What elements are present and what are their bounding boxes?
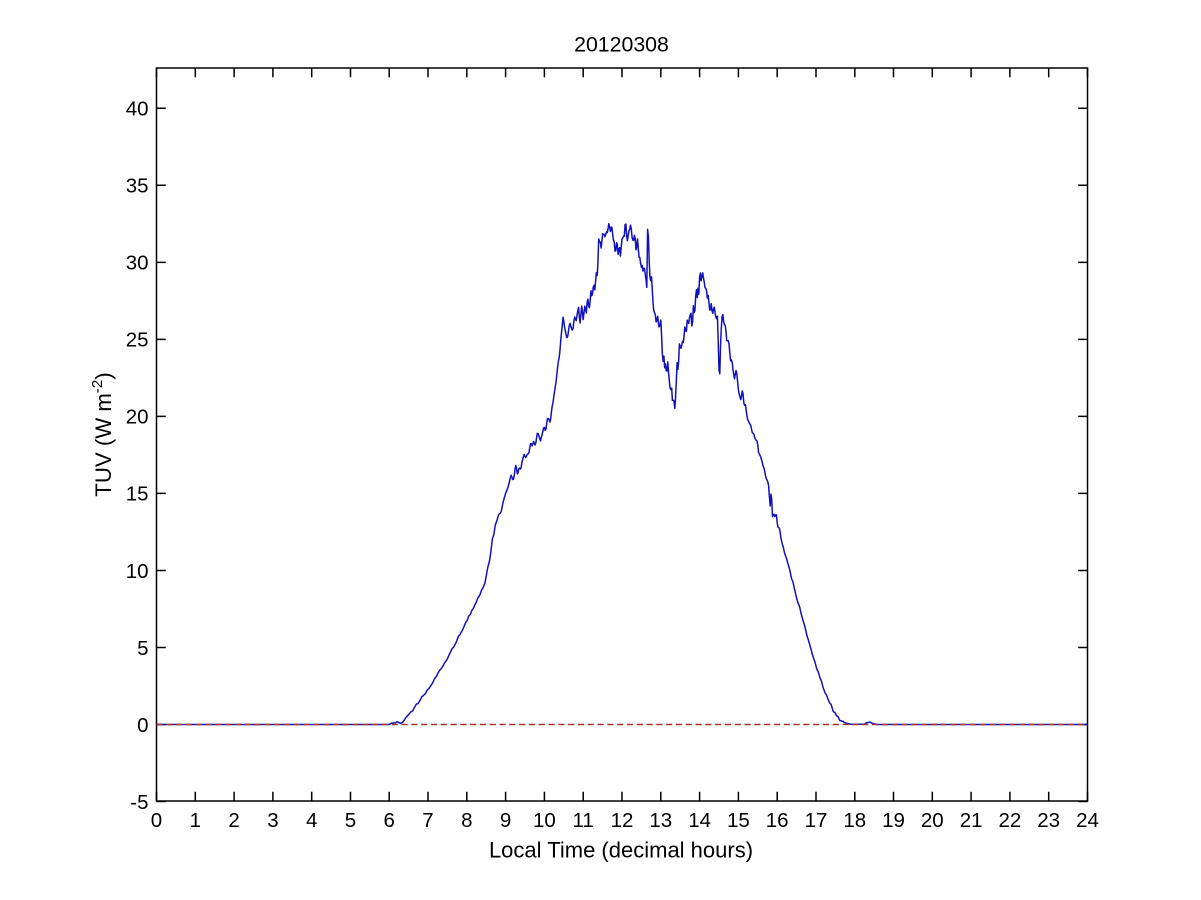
svg-text:15: 15 [727,809,750,832]
svg-text:18: 18 [843,809,866,832]
svg-text:9: 9 [500,809,511,832]
svg-text:1: 1 [190,809,201,832]
svg-text:20: 20 [921,809,944,832]
svg-text:15: 15 [126,483,149,506]
svg-text:6: 6 [383,809,394,832]
svg-text:4: 4 [306,809,317,832]
svg-text:24: 24 [1076,809,1099,832]
svg-text:2: 2 [228,809,239,832]
svg-text:35: 35 [126,175,149,198]
svg-text:14: 14 [688,809,711,832]
svg-text:16: 16 [766,809,789,832]
svg-text:21: 21 [960,809,983,832]
svg-text:5: 5 [345,809,356,832]
svg-text:10: 10 [533,809,556,832]
svg-text:40: 40 [126,98,149,121]
svg-text:5: 5 [137,637,148,660]
svg-text:11: 11 [573,809,594,832]
svg-text:3: 3 [267,809,278,832]
svg-text:12: 12 [611,809,634,832]
svg-text:23: 23 [1037,809,1060,832]
svg-text:30: 30 [126,252,149,275]
svg-text:19: 19 [882,809,905,832]
svg-text:17: 17 [805,809,828,832]
svg-text:20: 20 [126,406,149,429]
svg-text:0: 0 [137,714,148,737]
svg-text:-5: -5 [130,791,148,814]
svg-text:7: 7 [422,809,433,832]
svg-text:8: 8 [461,809,472,832]
svg-text:20120308: 20120308 [574,33,669,57]
svg-text:10: 10 [126,560,149,583]
svg-text:Local Time (decimal hours): Local Time (decimal hours) [489,838,753,863]
svg-text:22: 22 [998,809,1021,832]
svg-text:13: 13 [649,809,672,832]
svg-text:TUV (W m-2): TUV (W m-2) [89,372,116,496]
svg-text:0: 0 [151,809,162,832]
svg-text:25: 25 [126,329,149,352]
